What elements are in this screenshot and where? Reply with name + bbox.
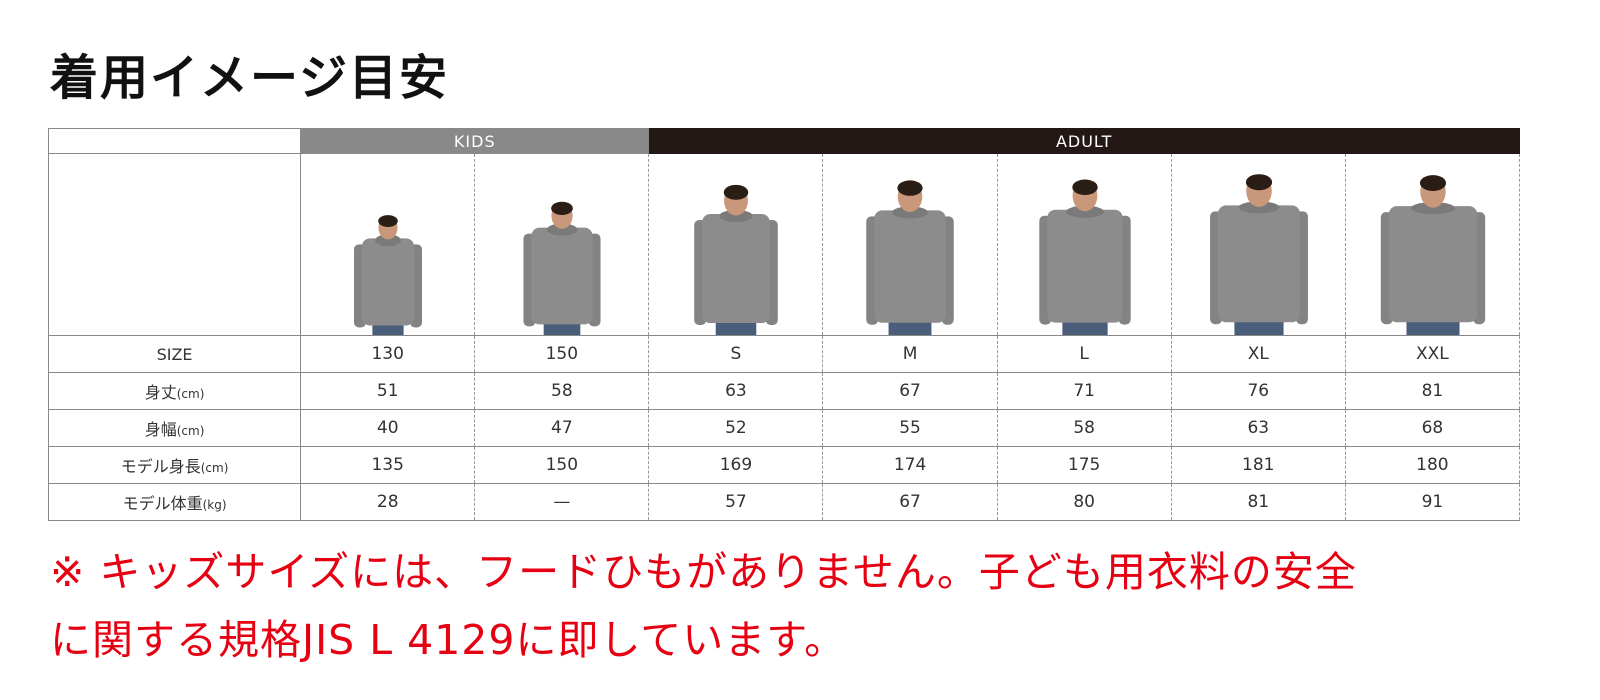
table-cell: 150: [474, 446, 650, 484]
hood: [1238, 201, 1280, 214]
model-figure: [694, 184, 779, 335]
table-cell: L: [996, 335, 1172, 373]
table-cell: M: [822, 335, 998, 373]
table-cell: 180: [1344, 446, 1521, 484]
table-row: 身丈(cm) 51 58 63 67 71 76 81: [47, 372, 1521, 410]
table-cell: 150: [474, 335, 650, 373]
jeans: [1406, 318, 1460, 335]
hood: [1410, 202, 1455, 215]
table-cell: 47: [474, 409, 650, 447]
table-cell: 63: [648, 372, 824, 410]
size-chart-table: KIDS ADULT: [47, 128, 1521, 521]
hair: [1419, 175, 1446, 191]
table-cell: 174: [822, 446, 998, 484]
table-cell: 130: [300, 335, 476, 373]
table-cell: 81: [1344, 372, 1521, 410]
model-photo: [1344, 153, 1521, 336]
kids-group-header: KIDS: [300, 128, 650, 154]
hair: [1071, 179, 1098, 195]
hair: [897, 180, 924, 196]
table-cell: —: [474, 483, 650, 521]
table-cell: XL: [1170, 335, 1346, 373]
hoodie-body: [874, 210, 947, 323]
table-cell: 58: [474, 372, 650, 410]
image-row-label: [47, 153, 302, 336]
table-cell: 52: [648, 409, 824, 447]
hood: [719, 209, 754, 222]
row-label: SIZE: [47, 335, 302, 373]
row-label: モデル体重(kg): [47, 483, 302, 521]
table-cell: 28: [300, 483, 476, 521]
hoodie-body: [1388, 206, 1478, 323]
hood: [892, 206, 929, 219]
hair: [724, 184, 749, 200]
model-figure: [354, 215, 423, 335]
table-cell: 81: [1170, 483, 1346, 521]
model-figure: [1380, 175, 1486, 335]
hood: [375, 234, 402, 247]
model-photo: [648, 153, 824, 336]
model-figure: [1038, 179, 1131, 335]
model-photo: [1170, 153, 1346, 336]
note-line-1: ※ キッズサイズには、フードひもがありません。子ども用衣料の安全: [50, 548, 1357, 596]
model-photo: [300, 153, 476, 336]
hair: [378, 215, 398, 227]
table-cell: 57: [648, 483, 824, 521]
table-cell: 80: [996, 483, 1172, 521]
jeans: [1061, 318, 1108, 335]
jeans: [1234, 318, 1284, 335]
table-cell: 63: [1170, 409, 1346, 447]
table-cell: 58: [996, 409, 1172, 447]
page-title: 着用イメージ目安: [50, 50, 450, 106]
model-figure: [523, 201, 601, 335]
table-row: SIZE 130 150 S M L XL XXL: [47, 335, 1521, 373]
hoodie-body: [1217, 205, 1300, 323]
hoodie-body: [531, 227, 593, 325]
header-blank: [47, 128, 302, 154]
note-line-2: に関する規格JIS L 4129に即しています。: [50, 616, 847, 664]
row-label: 身丈(cm): [47, 372, 302, 410]
hood: [1065, 205, 1104, 218]
hoodie-body: [702, 213, 771, 324]
model-photo: [822, 153, 998, 336]
table-row: モデル体重(kg) 28—57 67 80 81 91: [47, 483, 1521, 521]
table-cell: 68: [1344, 409, 1521, 447]
model-photo: [996, 153, 1172, 336]
hair: [551, 201, 574, 215]
row-label: 身幅(cm): [47, 409, 302, 447]
model-figure: [866, 180, 955, 335]
table-cell: 169: [648, 446, 824, 484]
table-cell: 91: [1344, 483, 1521, 521]
table-cell: 55: [822, 409, 998, 447]
table-cell: S: [648, 335, 824, 373]
hoodie-body: [362, 238, 415, 326]
hair: [1245, 174, 1272, 191]
model-photo: [474, 153, 650, 336]
table-row: モデル身長(cm) 135 150 169 174 175 181 180: [47, 446, 1521, 484]
table-cell: 135: [300, 446, 476, 484]
hoodie-body: [1046, 209, 1123, 323]
table-cell: 67: [822, 483, 998, 521]
table-cell: XXL: [1344, 335, 1521, 373]
model-figure: [1209, 174, 1308, 335]
table-cell: 181: [1170, 446, 1346, 484]
row-label: モデル身長(cm): [47, 446, 302, 484]
jeans: [889, 318, 932, 335]
hood: [546, 223, 578, 236]
table-cell: 40: [300, 409, 476, 447]
table-cell: 51: [300, 372, 476, 410]
table-cell: 175: [996, 446, 1172, 484]
adult-group-header: ADULT: [648, 128, 1520, 154]
table-cell: 76: [1170, 372, 1346, 410]
table-cell: 71: [996, 372, 1172, 410]
table-row: 身幅(cm) 40 47 52 55 58 63 68: [47, 409, 1521, 447]
table-cell: 67: [822, 372, 998, 410]
